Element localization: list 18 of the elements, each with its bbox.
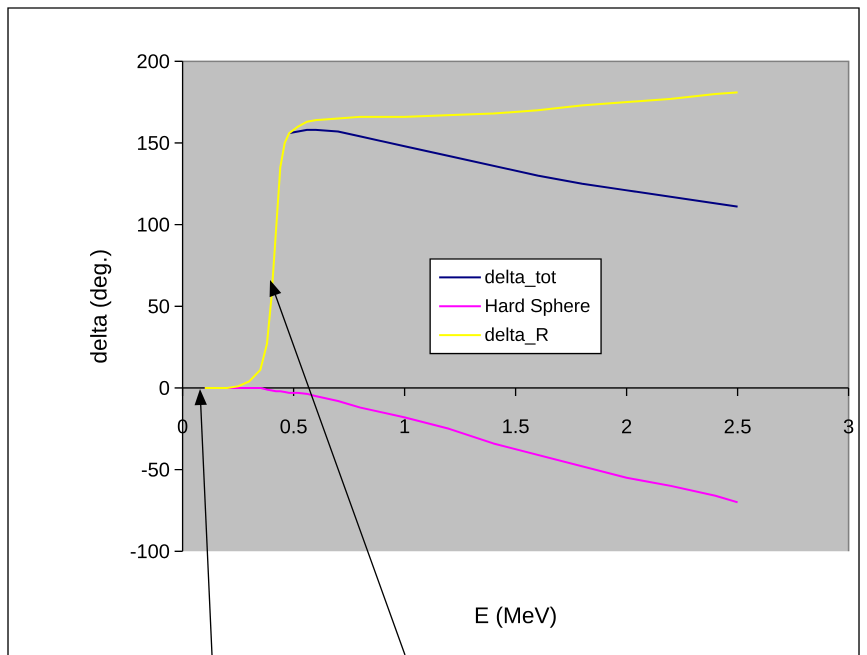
y-tick-label: -100: [130, 544, 170, 558]
x-tick-label: 1.5: [503, 419, 529, 434]
y-tick-label: 50: [148, 299, 170, 314]
x-tick-label: 3: [844, 419, 854, 434]
y-tick-label: 100: [138, 218, 170, 232]
x-tick-label: 0.5: [280, 419, 307, 434]
x-tick-label: 2.5: [724, 419, 751, 434]
y-tick-label: 0: [160, 380, 170, 396]
legend-label: delta_tot: [485, 270, 556, 287]
x-tick-label: 1: [400, 419, 410, 434]
y-tick-label: -50: [142, 462, 170, 477]
x-axis-title: E (MeV): [476, 606, 556, 628]
x-tick-label: 2: [622, 419, 632, 434]
legend-label: delta_R: [485, 327, 548, 345]
y-tick-label: 200: [138, 54, 170, 68]
legend-label: Hard Sphere: [486, 298, 590, 316]
y-tick-label: 150: [138, 136, 170, 150]
y-axis-title: delta (deg.): [90, 250, 112, 363]
